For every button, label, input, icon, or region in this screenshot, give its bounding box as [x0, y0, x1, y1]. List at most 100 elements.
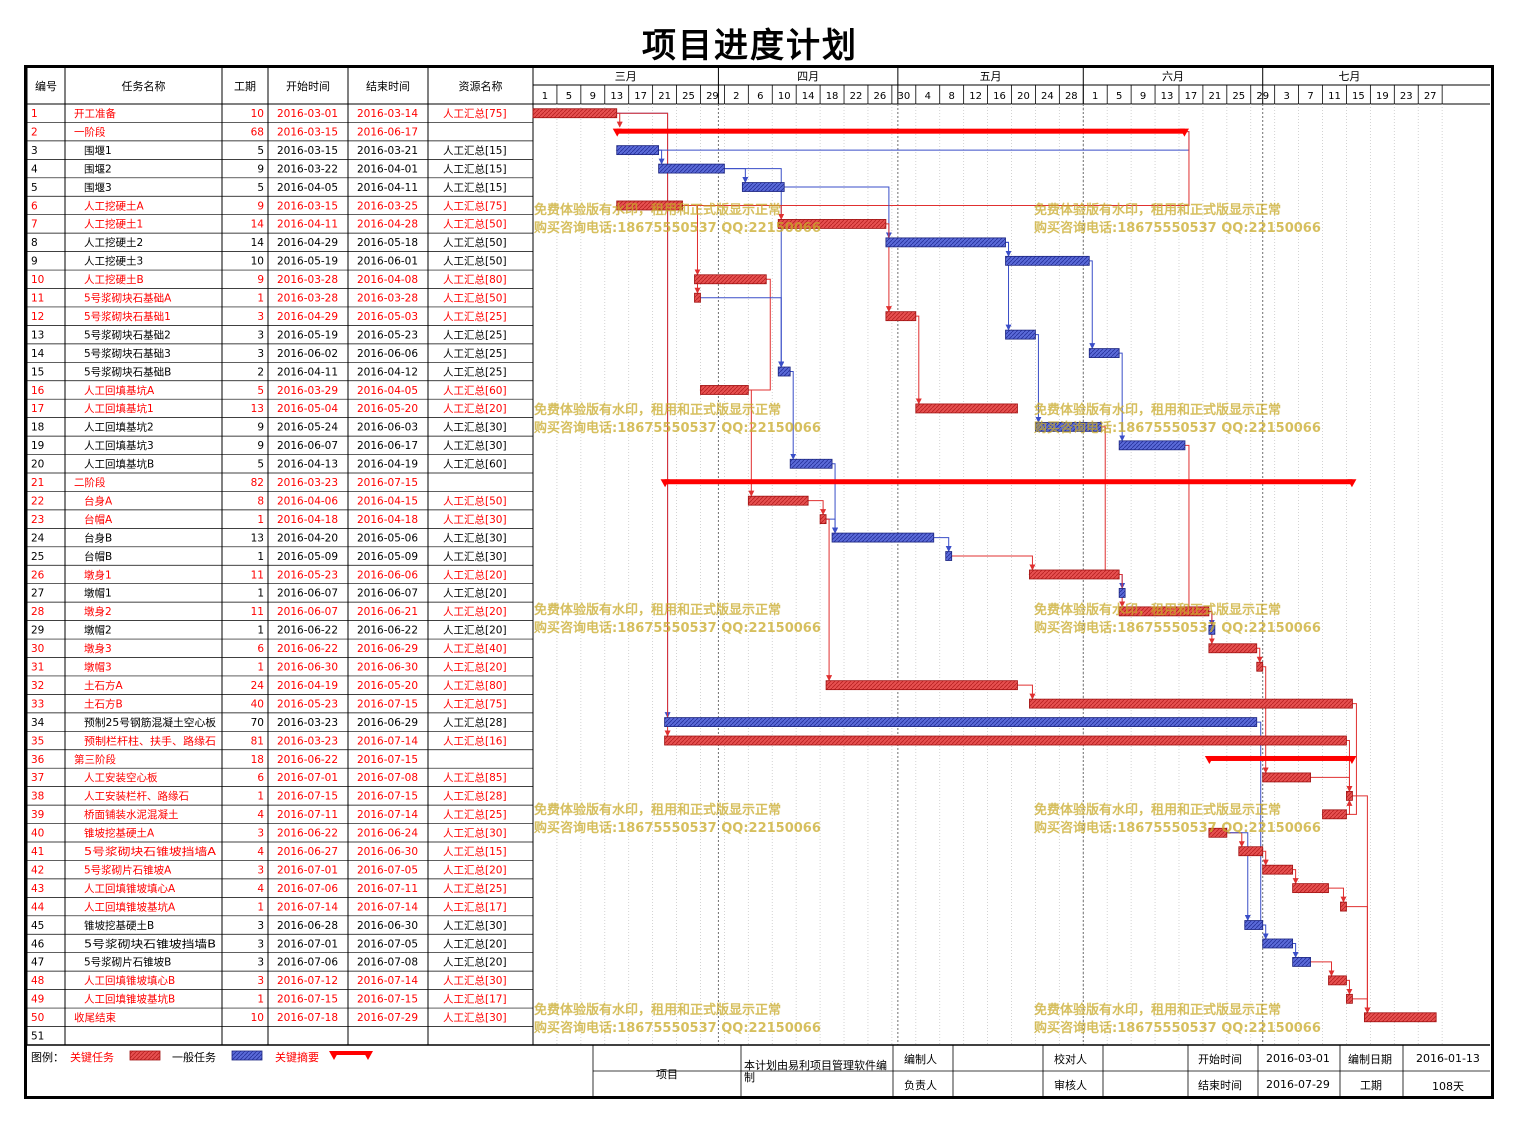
footer-duration-label: 工期	[1360, 1079, 1382, 1092]
task-name: 预制25号钢筋混凝土空心板	[84, 716, 216, 729]
task-id: 7	[31, 219, 38, 231]
task-id: 4	[31, 163, 38, 175]
task-name: 人工挖硬土B	[84, 273, 144, 286]
normal-task-bar	[1118, 588, 1126, 598]
task-name: 收尾结束	[74, 1011, 116, 1024]
task-resource: 人工汇总[50]	[443, 255, 507, 268]
task-duration: 13	[251, 403, 264, 415]
summary-bar-cap	[660, 479, 670, 488]
day-tick-label: 16	[993, 91, 1006, 102]
day-tick-label: 13	[610, 91, 623, 102]
task-start: 2016-06-22	[277, 754, 338, 766]
task-id: 31	[31, 662, 44, 674]
task-duration: 11	[251, 569, 264, 581]
task-id: 26	[31, 569, 45, 581]
task-duration: 3	[257, 920, 264, 932]
task-start: 2016-07-15	[277, 994, 338, 1006]
day-tick-label: 13	[1161, 91, 1174, 102]
task-id: 3	[31, 145, 38, 157]
task-id: 14	[31, 348, 45, 360]
task-duration: 5	[257, 385, 264, 397]
critical-task-bar	[747, 495, 809, 506]
dependency-link	[1028, 426, 1106, 578]
task-resource: 人工汇总[75]	[443, 199, 507, 212]
watermark: 免费体验版有水印，租用和正式版显示正常 购买咨询电话:18675550537 QQ…	[534, 1003, 821, 1036]
task-resource: 人工汇总[75]	[443, 697, 507, 710]
day-tick-label: 10	[778, 91, 791, 102]
dependency-link	[682, 204, 785, 220]
task-end: 2016-05-23	[357, 329, 418, 341]
task-resource: 人工汇总[17]	[443, 900, 507, 913]
task-end: 2016-04-28	[357, 219, 418, 231]
task-resource: 人工汇总[50]	[443, 236, 507, 249]
normal-task-bar	[1088, 348, 1120, 358]
task-duration: 4	[257, 883, 264, 895]
task-id: 17	[31, 403, 44, 415]
summary-bar-cap	[1347, 479, 1357, 488]
normal-task-bar	[831, 532, 935, 543]
dependency-link	[1089, 260, 1096, 350]
task-duration: 1	[257, 551, 264, 563]
task-name: 开工准备	[74, 107, 116, 120]
task-name: 台帽B	[84, 550, 112, 563]
task-duration: 1	[257, 625, 264, 637]
day-tick-label: 5	[566, 91, 572, 102]
task-start: 2016-04-13	[277, 459, 338, 471]
task-resource: 人工汇总[28]	[443, 790, 507, 803]
task-start: 2016-04-18	[277, 514, 338, 526]
task-start: 2016-06-22	[277, 625, 338, 637]
task-resource: 人工汇总[60]	[443, 458, 507, 471]
task-resource: 人工汇总[30]	[443, 974, 507, 987]
task-end: 2016-06-17	[357, 440, 418, 452]
footer-end-label: 结束时间	[1198, 1079, 1242, 1092]
day-tick-label: 27	[1424, 91, 1437, 102]
day-tick-label: 12	[969, 91, 982, 102]
task-resource: 人工汇总[20]	[443, 956, 507, 969]
task-id: 21	[31, 477, 44, 489]
day-tick-label: 15	[1352, 91, 1365, 102]
task-end: 2016-06-30	[357, 846, 418, 858]
critical-task-bar	[885, 311, 917, 322]
task-name: 墩帽3	[84, 661, 112, 674]
task-id: 28	[31, 606, 44, 618]
task-duration: 5	[257, 145, 264, 157]
day-tick-label: 8	[949, 91, 955, 102]
summary-bar-cap	[1179, 128, 1189, 137]
dependency-link	[1262, 850, 1269, 866]
dependency-link	[826, 518, 833, 682]
task-start: 2016-04-11	[277, 366, 338, 378]
task-end: 2016-06-30	[357, 920, 418, 932]
summary-bar-cap	[1347, 755, 1357, 764]
task-end: 2016-07-08	[357, 957, 418, 969]
task-end: 2016-05-20	[357, 680, 418, 692]
critical-task-bar	[1208, 827, 1228, 838]
footer-project-label: 项目	[656, 1068, 678, 1081]
task-start: 2016-06-02	[277, 348, 338, 360]
task-name: 墩身2	[84, 605, 112, 618]
task-name: 墩帽2	[84, 624, 112, 637]
task-duration: 1	[257, 994, 264, 1006]
task-start: 2016-05-23	[277, 569, 338, 581]
critical-task-bar	[694, 274, 767, 285]
critical-task-bar	[1238, 846, 1264, 857]
legend-normal-swatch	[231, 1050, 263, 1061]
day-tick-label: 24	[1041, 91, 1054, 102]
dependency-link	[699, 278, 771, 393]
summary-bar	[664, 479, 1353, 485]
task-id: 15	[31, 366, 44, 378]
normal-task-bar	[664, 717, 1258, 727]
dependency-link	[790, 371, 797, 460]
dependency-link	[700, 297, 785, 368]
task-name: 预制栏杆柱、扶手、路缘石	[84, 734, 216, 747]
task-resource: 人工汇总[15]	[443, 144, 507, 157]
task-id: 11	[31, 293, 44, 305]
day-tick-label: 28	[1065, 91, 1078, 102]
footer-date-value: 2016-01-13	[1416, 1052, 1480, 1065]
task-end: 2016-06-07	[357, 588, 418, 600]
task-end: 2016-07-05	[357, 864, 418, 876]
task-id: 9	[31, 256, 38, 268]
task-end: 2016-05-03	[357, 311, 418, 323]
task-name: 人工回填基坑A	[84, 384, 155, 397]
task-start: 2016-07-11	[277, 809, 338, 821]
task-resource: 人工汇总[20]	[443, 605, 507, 618]
